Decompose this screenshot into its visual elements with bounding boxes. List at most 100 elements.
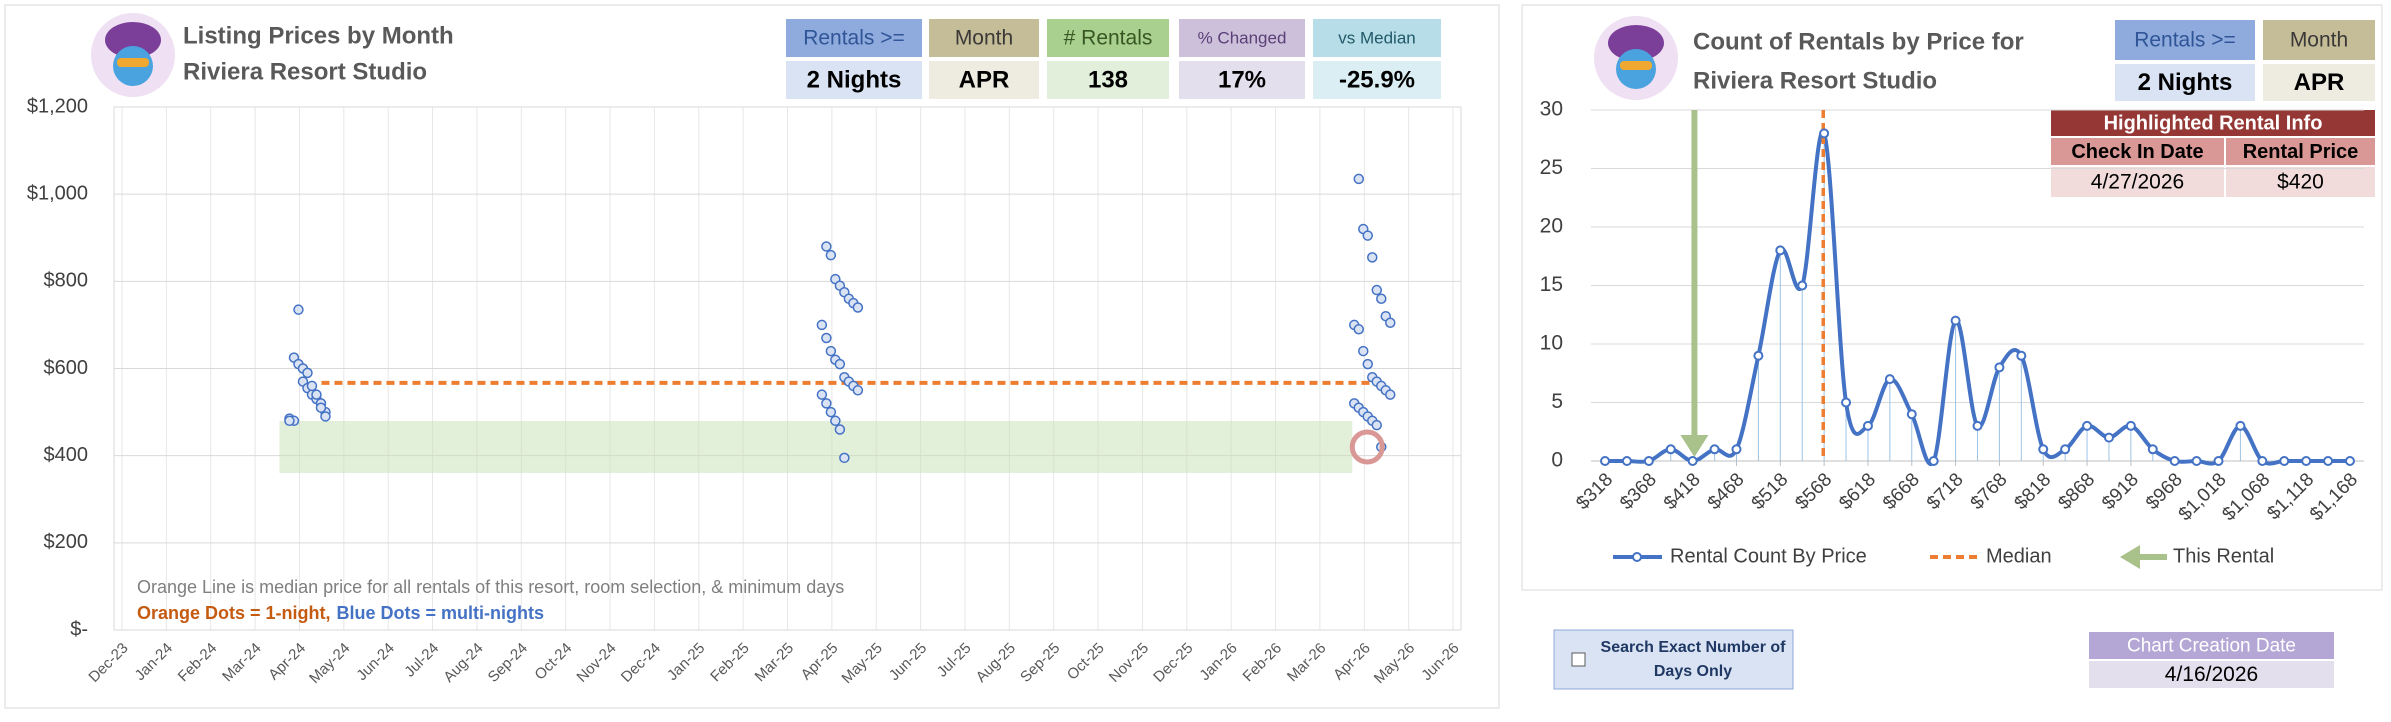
stat-label: vs Median bbox=[1338, 28, 1415, 47]
data-point bbox=[2257, 456, 2268, 466]
legend-label: Median bbox=[1986, 545, 2052, 567]
data-point bbox=[816, 389, 828, 400]
info-value-cell bbox=[2049, 165, 2226, 199]
data-point bbox=[2279, 456, 2290, 466]
data-point bbox=[1709, 444, 1720, 455]
stat-value-cell bbox=[2261, 62, 2377, 103]
stat-label-cell bbox=[1177, 17, 1307, 59]
data-point bbox=[821, 398, 832, 409]
stat-label: % Changed bbox=[1198, 28, 1287, 47]
stat-value-cell bbox=[1311, 59, 1443, 101]
y-tick-label: 5 bbox=[1551, 390, 1563, 413]
stat-value-cell bbox=[1045, 59, 1171, 101]
data-point bbox=[1371, 419, 1383, 431]
data-point bbox=[1841, 397, 1852, 408]
data-point bbox=[2060, 444, 2071, 455]
stat-value: APR bbox=[2294, 69, 2345, 96]
avatar bbox=[1594, 16, 1678, 100]
info-value: 4/27/2026 bbox=[2091, 171, 2184, 194]
data-point bbox=[1797, 280, 1808, 291]
stat-value: 2 Nights bbox=[807, 66, 902, 93]
y-tick-label: 10 bbox=[1540, 332, 1563, 355]
checkbox-button[interactable] bbox=[1553, 629, 1794, 690]
data-point bbox=[834, 424, 846, 435]
left-panel bbox=[4, 4, 1500, 709]
stat-label-cell bbox=[784, 17, 924, 59]
data-point bbox=[1906, 409, 1917, 420]
stat-label-cell bbox=[2113, 18, 2257, 62]
y-tick-label: 20 bbox=[1540, 215, 1563, 238]
dots-note: Blue Dots = multi-nights bbox=[337, 603, 545, 623]
highlight-ring bbox=[1349, 429, 1385, 465]
data-point bbox=[2191, 456, 2202, 466]
data-point bbox=[311, 389, 322, 400]
data-point bbox=[2235, 420, 2246, 431]
data-point bbox=[1972, 420, 1983, 431]
legend-marker bbox=[1632, 552, 1642, 562]
data-point bbox=[306, 380, 318, 392]
data-point bbox=[834, 358, 846, 370]
data-point bbox=[1687, 456, 1698, 466]
data-point bbox=[1731, 444, 1742, 455]
stat-label: Rentals >= bbox=[2134, 29, 2236, 52]
info-value: $420 bbox=[2277, 171, 2324, 194]
checkbox-label[interactable]: Search Exact Number of Days Only bbox=[1600, 639, 1786, 680]
stat-label-cell bbox=[1045, 17, 1171, 59]
data-point bbox=[1775, 245, 1786, 256]
data-point bbox=[2323, 456, 2334, 466]
stat-label: # Rentals bbox=[1064, 27, 1153, 50]
stat-label: Month bbox=[955, 27, 1013, 50]
stat-value: 138 bbox=[1088, 66, 1128, 93]
data-point bbox=[1385, 389, 1396, 400]
stat-value-cell bbox=[1177, 59, 1307, 101]
data-point bbox=[1928, 456, 1939, 466]
y-tick-label: 25 bbox=[1540, 156, 1563, 179]
data-point bbox=[2038, 444, 2049, 455]
y-tick-label: $400 bbox=[44, 444, 89, 466]
data-point bbox=[825, 406, 837, 418]
data-point bbox=[2301, 456, 2312, 466]
data-point bbox=[2016, 350, 2027, 361]
data-point bbox=[1884, 374, 1895, 385]
data-point bbox=[2147, 444, 2158, 455]
info-value-cell bbox=[2224, 165, 2377, 199]
data-point bbox=[816, 319, 828, 331]
data-point bbox=[1994, 362, 2005, 373]
data-point bbox=[2103, 432, 2114, 443]
note: Orange Line is median price for all rent… bbox=[137, 577, 844, 597]
data-point bbox=[1385, 317, 1396, 328]
this-rental-arrowhead bbox=[1680, 435, 1709, 457]
chart-title: Count of Rentals by Price for bbox=[1693, 28, 2024, 55]
y-tick-label: $600 bbox=[44, 357, 89, 379]
chart-subtitle: Riviera Resort Studio bbox=[183, 58, 427, 85]
y-tick-label: $200 bbox=[44, 531, 89, 553]
legend-arrowhead bbox=[2120, 545, 2140, 569]
info-header-cell bbox=[2224, 136, 2377, 167]
data-point bbox=[1950, 315, 1961, 326]
stat-value: -25.9% bbox=[1339, 66, 1415, 93]
data-point bbox=[821, 332, 832, 344]
data-point bbox=[825, 345, 837, 357]
stat-label-cell bbox=[927, 17, 1041, 59]
data-point bbox=[1362, 230, 1374, 241]
data-point bbox=[830, 415, 841, 427]
checkbox[interactable] bbox=[1571, 652, 1586, 667]
chart-title: Listing Prices by Month bbox=[183, 22, 454, 49]
info-header: Rental Price bbox=[2243, 141, 2359, 163]
data-point bbox=[852, 302, 864, 313]
y-tick-label: 0 bbox=[1551, 449, 1563, 472]
data-point bbox=[1665, 444, 1676, 455]
avatar bbox=[91, 13, 175, 97]
stat-label: Month bbox=[2290, 29, 2348, 52]
data-point bbox=[1367, 252, 1378, 263]
data-point bbox=[302, 367, 313, 379]
data-point bbox=[1353, 324, 1365, 335]
data-point bbox=[320, 411, 331, 422]
data-point bbox=[1862, 420, 1873, 431]
data-point bbox=[2082, 420, 2093, 431]
data-point bbox=[1643, 456, 1654, 466]
stat-label-cell bbox=[2261, 18, 2377, 62]
stat-value-cell bbox=[2113, 62, 2257, 103]
